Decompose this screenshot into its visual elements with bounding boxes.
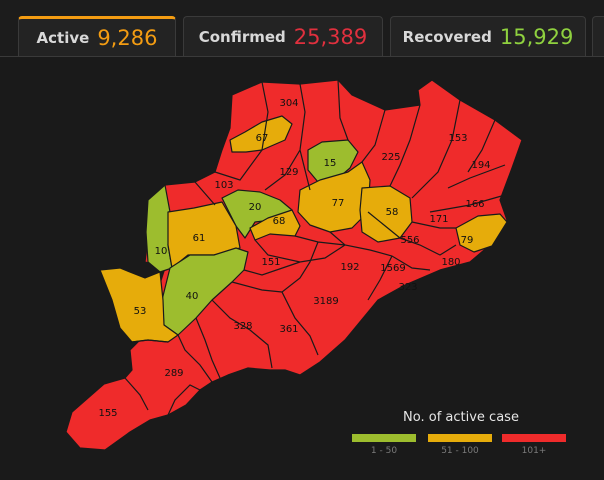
tab-confirmed[interactable]: Confirmed 25,389 xyxy=(183,16,383,56)
district-label: 328 xyxy=(233,321,252,332)
district-label: 171 xyxy=(429,214,448,225)
tab-active-label: Active xyxy=(36,28,90,47)
district-label: 40 xyxy=(186,291,199,302)
district-label: 155 xyxy=(98,408,117,419)
district-label: 323 xyxy=(398,282,417,293)
legend-label-high: 101+ xyxy=(521,446,547,456)
district-label: 225 xyxy=(381,152,400,163)
district-label: 166 xyxy=(465,199,484,210)
legend-bar-mid xyxy=(428,434,492,442)
district-label: 194 xyxy=(471,160,490,171)
tab-confirmed-label: Confirmed xyxy=(198,27,286,46)
legend-bar-high xyxy=(502,434,566,442)
tab-active-value: 9,286 xyxy=(97,25,158,50)
district-label: 361 xyxy=(279,324,298,335)
district-68[interactable] xyxy=(249,209,301,241)
district-borders xyxy=(124,79,506,416)
district-label: 180 xyxy=(441,257,460,268)
district-label: 15 xyxy=(324,158,337,169)
district-label: 10 xyxy=(155,246,168,257)
tab-recovered-label: Recovered xyxy=(402,27,492,46)
legend-label-mid: 51 - 100 xyxy=(441,446,479,456)
district-label: 153 xyxy=(448,133,467,144)
legend-bar-low xyxy=(352,434,416,442)
tab-confirmed-value: 25,389 xyxy=(293,24,368,49)
district-79[interactable] xyxy=(455,213,508,253)
district-label: 556 xyxy=(400,235,419,246)
tab-recovered[interactable]: Recovered 15,929 xyxy=(390,16,586,56)
district-label: 77 xyxy=(332,198,345,209)
district-label: 289 xyxy=(164,368,183,379)
tab-active[interactable]: Active 9,286 xyxy=(18,16,176,56)
legend-title: No. of active case xyxy=(403,410,519,425)
district-label: 129 xyxy=(279,167,298,178)
district-label: 20 xyxy=(249,202,262,213)
district-label: 61 xyxy=(193,233,206,244)
legend: No. of active case 1 - 50 51 - 100 101+ xyxy=(352,410,570,470)
district-label: 1569 xyxy=(380,263,405,274)
district-label: 151 xyxy=(261,257,280,268)
district-label: 58 xyxy=(386,207,399,218)
district-label: 67 xyxy=(256,133,269,144)
legend-label-low: 1 - 50 xyxy=(370,446,398,456)
district-label: 79 xyxy=(461,235,474,246)
tab-divider xyxy=(0,56,604,57)
district-label: 53 xyxy=(134,306,147,317)
stat-tabs: Active 9,286 Confirmed 25,389 Recovered … xyxy=(0,0,604,58)
district-label: 192 xyxy=(340,262,359,273)
tab-recovered-value: 15,929 xyxy=(499,24,574,49)
district-label: 3189 xyxy=(313,296,338,307)
district-label: 304 xyxy=(279,98,298,109)
district-label: 103 xyxy=(214,180,233,191)
tab-more[interactable] xyxy=(592,16,604,56)
district-15[interactable] xyxy=(307,139,359,183)
district-67[interactable] xyxy=(229,115,293,153)
district-label: 68 xyxy=(273,216,286,227)
